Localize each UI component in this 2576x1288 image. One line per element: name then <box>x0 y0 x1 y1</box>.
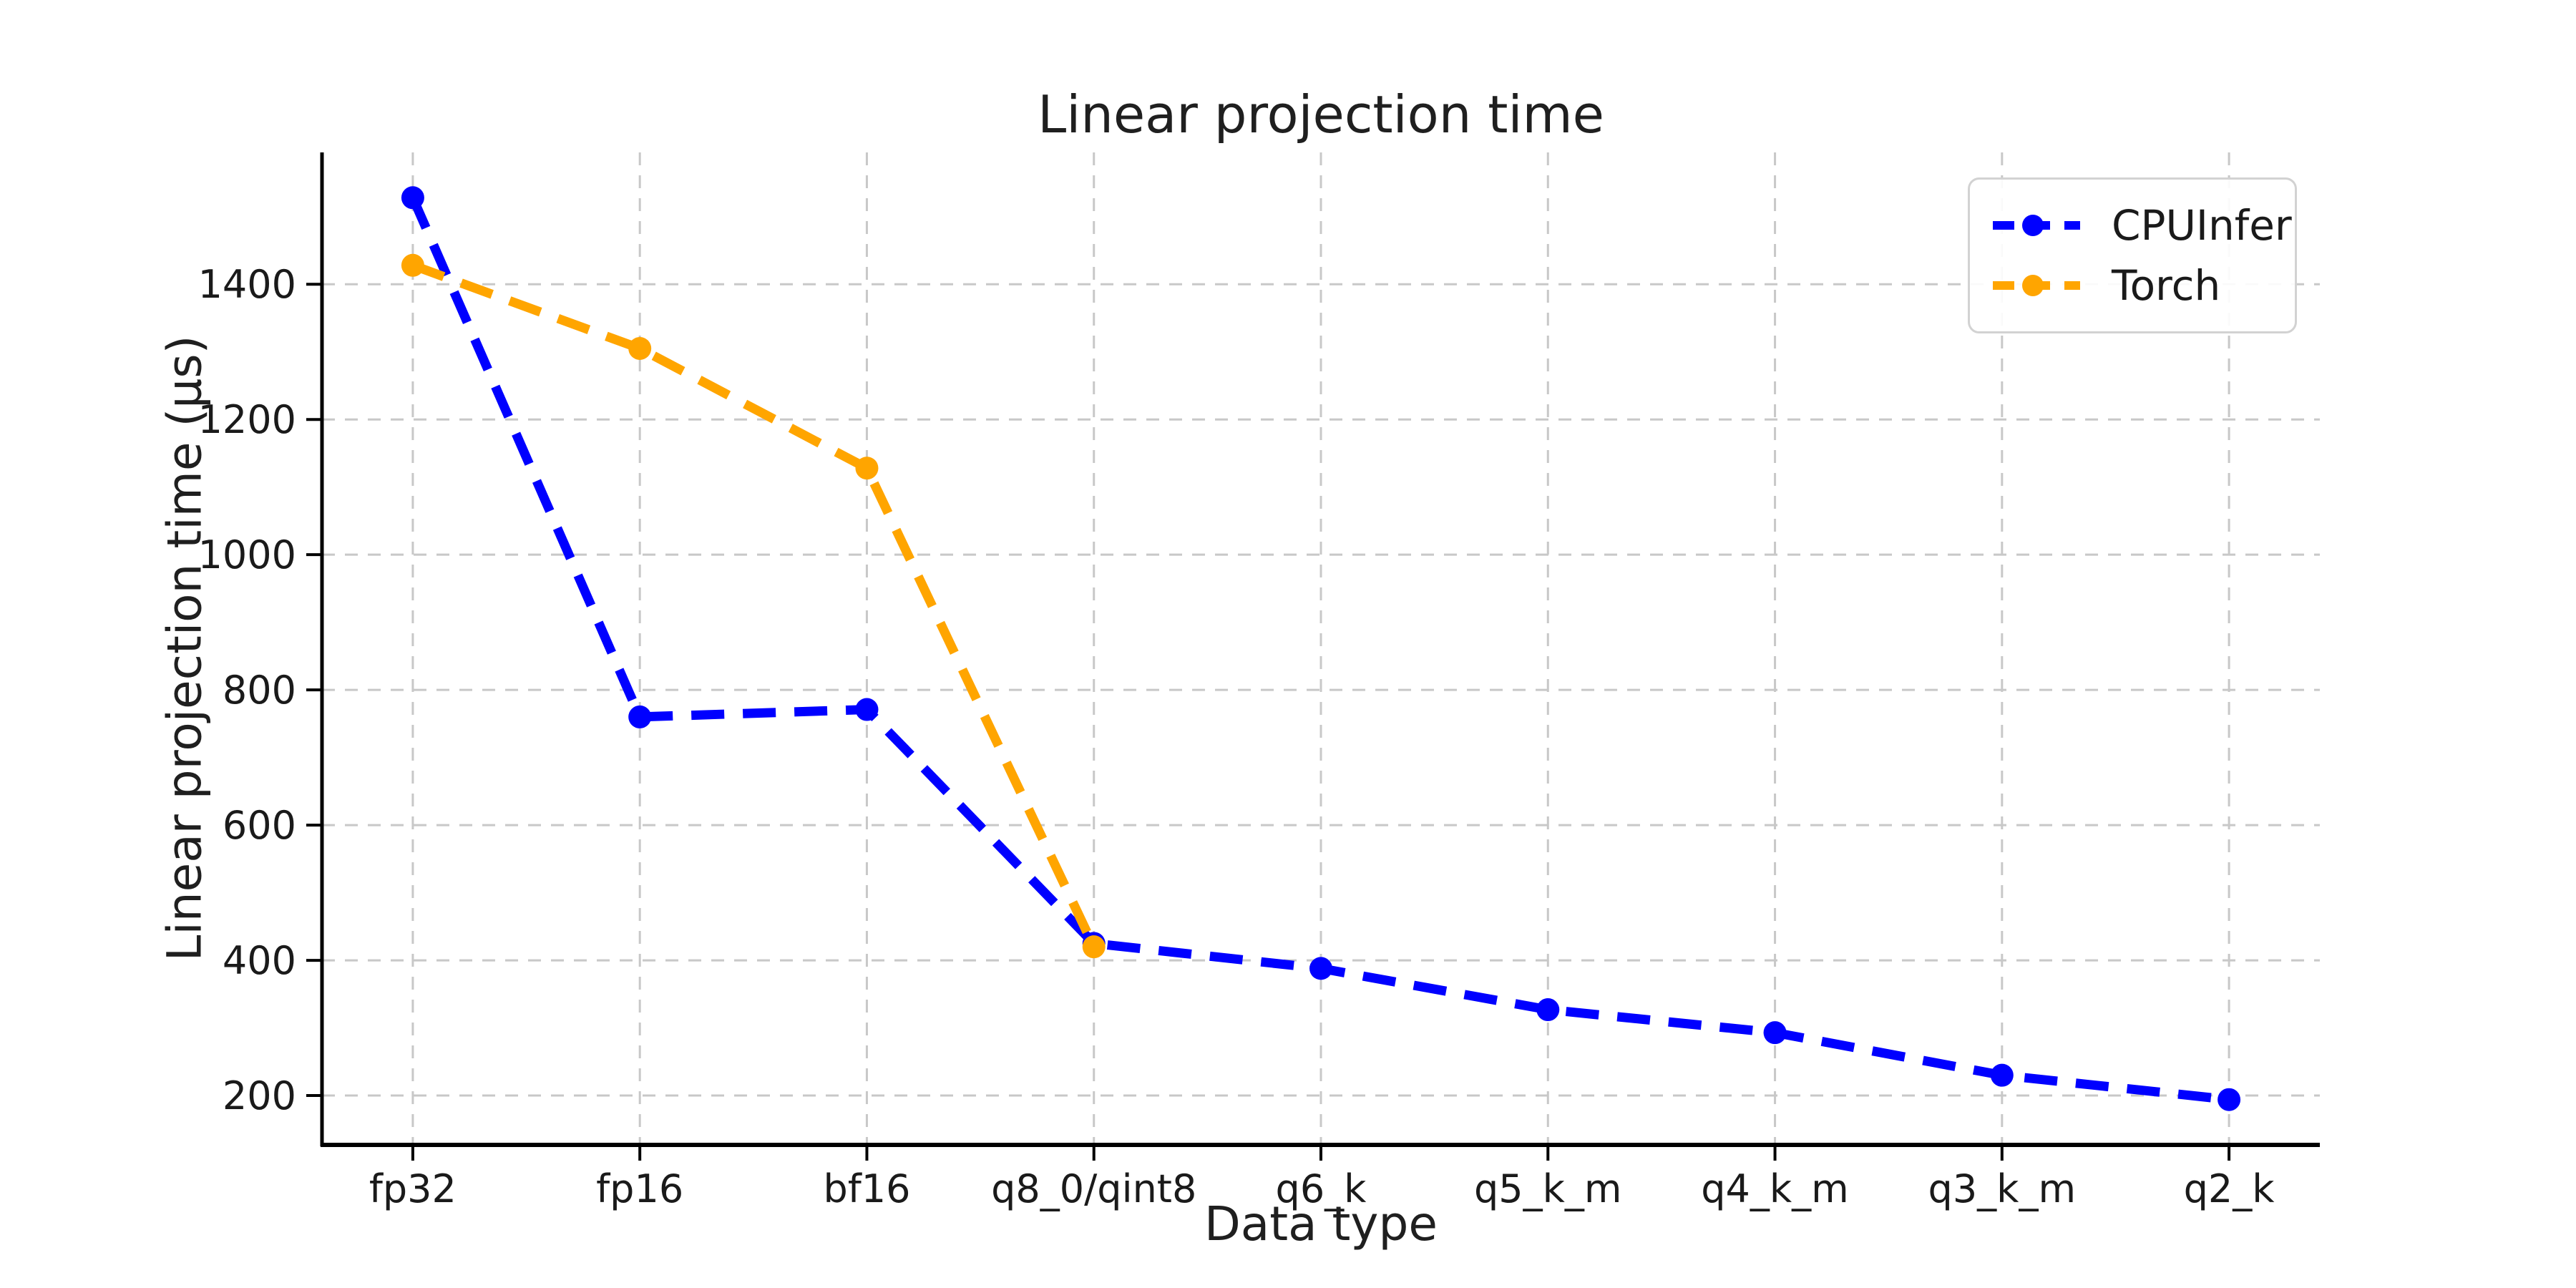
point-torch-q8_0/qint8 <box>1082 935 1106 959</box>
point-cpuinfer-q4_k_m <box>1763 1021 1787 1045</box>
x-tick-label: fp32 <box>369 1166 457 1211</box>
x-tick-label: fp16 <box>596 1166 683 1211</box>
legend-label-torch: Torch <box>2112 261 2221 310</box>
point-torch-fp16 <box>628 336 652 360</box>
x-tick-label: bf16 <box>823 1166 910 1211</box>
point-cpuinfer-fp16 <box>628 705 652 728</box>
point-cpuinfer-q2_k <box>2218 1088 2241 1111</box>
series-line-torch <box>411 260 1098 949</box>
y-tick-label: 800 <box>223 668 296 713</box>
legend-label-cpuinfer: CPUInfer <box>2112 201 2292 250</box>
x-tick-label: q8_0/qint8 <box>991 1166 1196 1211</box>
point-torch-fp32 <box>401 253 424 277</box>
y-tick-label: 400 <box>223 938 296 983</box>
point-cpuinfer-q6_k <box>1309 957 1332 980</box>
x-tick-label: q2_k <box>2184 1166 2275 1211</box>
x-tick-label: q4_k_m <box>1701 1166 1849 1211</box>
legend-item-torch: Torch <box>1990 265 2295 306</box>
point-cpuinfer-q5_k_m <box>1536 998 1560 1022</box>
y-tick-label: 1200 <box>198 397 296 442</box>
point-cpuinfer-q3_k_m <box>1990 1063 2014 1087</box>
x-tick-label: q5_k_m <box>1474 1166 1622 1211</box>
x-tick-label: q3_k_m <box>1928 1166 2077 1211</box>
legend-item-cpuinfer: CPUInfer <box>1990 205 2295 246</box>
y-tick-label: 200 <box>223 1073 296 1118</box>
y-tick-label: 1000 <box>198 532 296 577</box>
legend-sample-cpuinfer-icon <box>1993 215 2080 236</box>
y-tick-label: 1400 <box>198 262 296 307</box>
x-tick-label: q6_k <box>1276 1166 1367 1211</box>
x-axis-label: Data type <box>1204 1196 1438 1252</box>
point-cpuinfer-bf16 <box>855 698 879 721</box>
chart-title: Linear projection time <box>1038 84 1604 145</box>
legend-sample-torch-icon <box>1993 275 2080 296</box>
legend: CPUInfer Torch <box>1968 177 2297 333</box>
point-torch-bf16 <box>855 457 879 480</box>
y-tick-label: 600 <box>223 803 296 848</box>
point-cpuinfer-fp32 <box>401 186 424 210</box>
y-axis-label: Linear projection time (μs) <box>157 335 213 962</box>
